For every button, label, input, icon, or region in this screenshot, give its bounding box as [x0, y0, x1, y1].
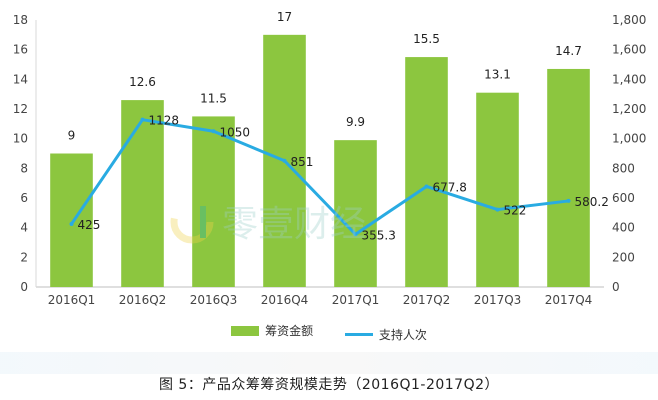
- combo-chart: 0 2 4 6 8 10 12 14 16 18 0 200 400 600 800 1,000 1,200 1,…: [13, 10, 647, 307]
- watermark-text: 零壹财经: [222, 204, 366, 245]
- bar-data-label: 17: [277, 10, 292, 24]
- y-left-tick-label: 2: [20, 250, 28, 264]
- line-data-label: 522: [504, 204, 527, 218]
- bar-data-label: 14.7: [555, 44, 582, 58]
- watermark: 零壹财经: [170, 200, 366, 245]
- legend-bar-swatch: [231, 325, 260, 336]
- bar-data-label: 9.9: [346, 115, 365, 129]
- legend-bar-label: 筹资金额: [265, 324, 314, 338]
- y-right-tick-label: 400: [612, 221, 635, 235]
- watermark-logo-icon: [170, 200, 214, 244]
- bar: [547, 68, 590, 287]
- x-tick-label: 2016Q4: [261, 293, 309, 307]
- bar: [334, 140, 377, 287]
- line-point: [353, 232, 358, 237]
- y-right-tick-label: 1,200: [612, 102, 646, 116]
- y-left-tick-label: 10: [13, 132, 28, 146]
- bar-data-label: 11.5: [200, 91, 227, 105]
- line-data-label: 851: [291, 155, 314, 169]
- bar: [405, 57, 448, 288]
- bar: [121, 100, 164, 287]
- x-tick-label: 2017Q1: [332, 293, 380, 307]
- y-right-tick-label: 1,800: [612, 13, 646, 27]
- line-point: [495, 207, 500, 212]
- x-tick-label: 2017Q4: [545, 293, 593, 307]
- y-right-tick-label: 200: [612, 250, 635, 264]
- bar-data-label: 9: [68, 129, 76, 143]
- y-right-tick-label: 0: [612, 280, 620, 294]
- line-point: [69, 221, 74, 226]
- line-point: [140, 117, 145, 122]
- y-left-tick-label: 14: [13, 72, 28, 86]
- legend-item-bar: 筹资金额: [231, 322, 313, 339]
- line-data-label: 580.2: [575, 195, 609, 209]
- x-tick-label: 2016Q3: [190, 293, 238, 307]
- bar-data-label: 12.6: [129, 75, 156, 89]
- bar: [192, 116, 235, 288]
- y-left-tick-label: 4: [20, 221, 28, 235]
- legend-line-swatch: [344, 332, 373, 336]
- line-point: [424, 184, 429, 189]
- line-data-label: 1128: [149, 114, 180, 128]
- bar-data-label: 15.5: [413, 32, 440, 46]
- y-left-tick-label: 16: [13, 43, 28, 57]
- line-data-label: 355.3: [362, 228, 396, 242]
- y-right-tick-label: 1,400: [612, 72, 646, 86]
- y-left-tick-label: 6: [20, 191, 28, 205]
- line-data-label: 677.8: [433, 180, 467, 194]
- y-right-tick-label: 1,600: [612, 43, 646, 57]
- legend-item-line: 支持人次: [344, 326, 427, 343]
- figure-caption: 图 5：产品众筹筹资规模走势（2016Q1-2017Q2）: [158, 377, 500, 393]
- y-right-tick-label: 600: [612, 191, 635, 205]
- y-left-tick-label: 8: [20, 161, 28, 175]
- watermark-band: [0, 352, 658, 374]
- legend-line-label: 支持人次: [378, 327, 427, 342]
- line-series: [70, 118, 569, 236]
- bar: [476, 92, 519, 287]
- x-tick-label: 2016Q2: [119, 293, 167, 307]
- line-point: [211, 129, 216, 134]
- x-tick-label: 2017Q2: [403, 293, 451, 307]
- x-tick-label: 2016Q1: [48, 293, 96, 307]
- line-point: [282, 158, 287, 163]
- y-left-tick-label: 0: [20, 280, 28, 294]
- line-point: [566, 198, 571, 203]
- y-left-tick-label: 12: [13, 102, 28, 116]
- bar: [50, 153, 93, 287]
- bar-data-label: 13.1: [484, 68, 511, 82]
- line-data-label: 1050: [220, 125, 251, 139]
- line-data-label: 425: [78, 218, 101, 232]
- y-right-tick-label: 800: [612, 161, 635, 175]
- x-tick-label: 2017Q3: [474, 293, 522, 307]
- y-left-tick-label: 18: [13, 13, 28, 27]
- y-right-tick-label: 1,000: [612, 132, 646, 146]
- chart-legend: 筹资金额 支持人次: [0, 322, 658, 343]
